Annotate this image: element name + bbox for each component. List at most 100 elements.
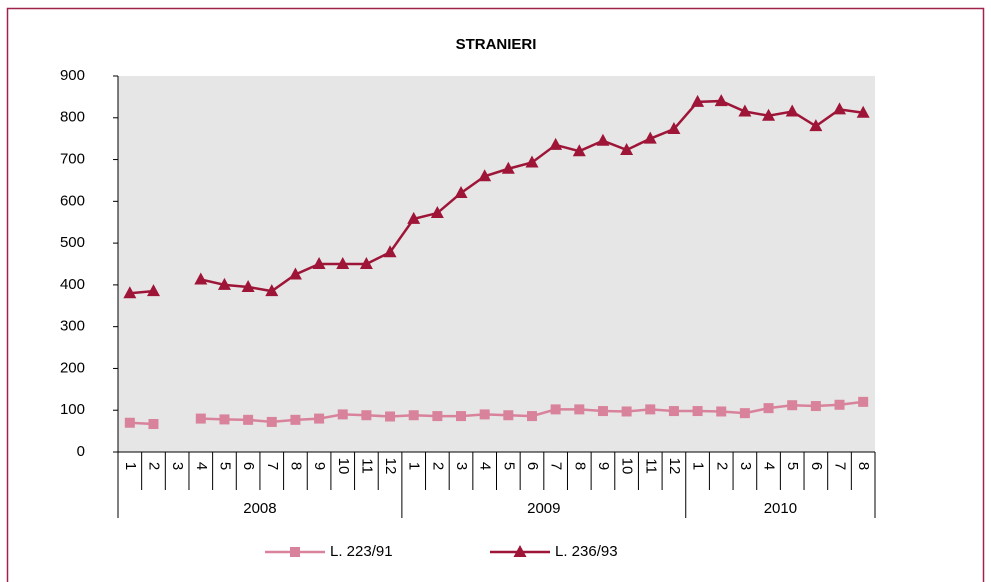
marker — [195, 413, 206, 424]
x-tick-label: 1 — [122, 462, 139, 470]
marker — [526, 411, 537, 422]
x-tick-label: 5 — [216, 462, 233, 470]
marker — [432, 411, 443, 422]
marker — [716, 406, 727, 417]
group-label: 2010 — [764, 500, 797, 517]
marker — [456, 411, 467, 422]
marker — [290, 547, 300, 557]
x-tick-label: 8 — [287, 462, 304, 470]
y-tick-label: 700 — [60, 151, 85, 168]
x-tick-label: 4 — [761, 462, 778, 470]
x-tick-label: 2 — [713, 462, 730, 470]
marker — [407, 211, 421, 224]
group-label: 2008 — [243, 500, 276, 517]
marker — [667, 122, 681, 135]
marker — [572, 144, 586, 157]
marker — [288, 267, 302, 280]
x-tick-label: 6 — [808, 462, 825, 470]
marker — [856, 105, 870, 118]
marker — [219, 414, 230, 425]
x-tick-label: 10 — [335, 458, 352, 475]
x-tick-label: 2 — [146, 462, 163, 470]
marker — [478, 169, 492, 182]
chart-title: STRANIERI — [456, 36, 537, 53]
marker — [692, 406, 703, 417]
marker — [383, 245, 397, 258]
marker — [810, 401, 821, 412]
y-tick-label: 300 — [60, 318, 85, 335]
marker — [691, 94, 705, 107]
marker — [739, 408, 750, 419]
y-tick-label: 400 — [60, 276, 85, 293]
marker — [550, 404, 561, 415]
x-tick-label: 6 — [240, 462, 257, 470]
marker — [668, 406, 679, 417]
y-tick-label: 800 — [60, 109, 85, 126]
x-tick-label: 11 — [642, 458, 659, 474]
x-tick-label: 12 — [666, 458, 683, 475]
y-tick-label: 500 — [60, 234, 85, 251]
x-tick-label: 11 — [358, 458, 375, 474]
marker — [574, 404, 585, 415]
marker — [596, 133, 610, 146]
marker — [714, 94, 728, 107]
marker — [290, 414, 301, 425]
x-tick-label: 7 — [832, 462, 849, 470]
x-tick-label: 1 — [690, 462, 707, 470]
x-tick-label: 3 — [737, 462, 754, 470]
marker — [621, 406, 632, 417]
marker — [525, 155, 539, 168]
marker — [243, 414, 254, 425]
x-tick-label: 8 — [855, 462, 872, 470]
group-label: 2009 — [527, 500, 560, 517]
y-tick-label: 0 — [77, 443, 85, 460]
x-tick-label: 9 — [595, 462, 612, 470]
y-tick-label: 100 — [60, 401, 85, 418]
marker — [597, 406, 608, 417]
y-tick-label: 200 — [60, 359, 85, 376]
marker — [645, 404, 656, 415]
x-tick-label: 3 — [169, 462, 186, 470]
marker — [787, 400, 798, 411]
marker — [454, 185, 468, 198]
marker — [123, 286, 137, 299]
legend-label: L. 223/91 — [330, 543, 393, 560]
x-tick-label: 4 — [193, 462, 210, 470]
marker — [809, 119, 823, 132]
marker — [513, 545, 527, 557]
marker — [762, 108, 776, 121]
marker — [217, 277, 231, 290]
x-tick-label: 7 — [548, 462, 565, 470]
x-tick-label: 6 — [524, 462, 541, 470]
x-tick-label: 10 — [619, 458, 636, 475]
marker — [620, 142, 634, 155]
legend-label: L. 236/93 — [555, 543, 618, 560]
marker — [124, 417, 135, 428]
marker — [408, 410, 419, 421]
x-tick-label: 2 — [429, 462, 446, 470]
marker — [266, 416, 277, 427]
marker — [385, 411, 396, 422]
marker — [265, 284, 279, 297]
frame — [6, 7, 985, 582]
marker — [833, 102, 847, 115]
marker — [643, 131, 657, 144]
marker — [312, 257, 326, 269]
marker — [501, 161, 515, 174]
x-tick-label: 1 — [406, 462, 423, 470]
marker — [337, 409, 348, 420]
marker — [738, 104, 752, 117]
marker — [359, 257, 373, 269]
marker — [549, 137, 563, 150]
marker — [241, 279, 255, 292]
x-tick-label: 7 — [264, 462, 281, 470]
x-tick-label: 5 — [500, 462, 517, 470]
marker — [361, 410, 372, 421]
marker — [314, 413, 325, 424]
marker — [194, 272, 208, 285]
marker — [148, 419, 159, 430]
y-tick-label: 600 — [60, 192, 85, 209]
marker — [430, 206, 444, 219]
y-tick-label: 900 — [60, 67, 85, 84]
